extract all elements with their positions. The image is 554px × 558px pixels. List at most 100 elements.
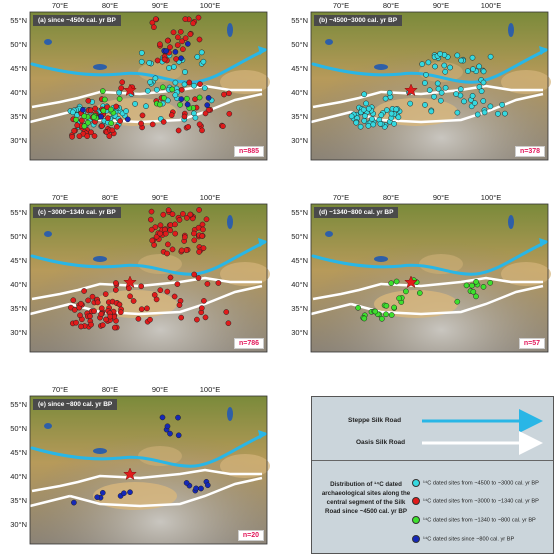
oasis-road-west	[29, 302, 71, 316]
site-dot-red	[99, 322, 106, 328]
baikal-lake	[227, 215, 233, 229]
latitude-tick-label: 50°N	[291, 40, 308, 49]
site-dot-red	[84, 133, 91, 140]
site-dot-red	[109, 127, 116, 134]
site-dot-green	[169, 86, 176, 93]
oasis-road-south	[350, 284, 544, 316]
junggar-basin	[419, 254, 463, 274]
site-dot-blue	[184, 101, 191, 108]
site-dot-red	[182, 16, 189, 22]
site-dot-red	[169, 211, 176, 218]
site-dot-red	[147, 316, 153, 323]
legend-item-teal: ¹⁴C dated sites from ~4500 to ~3000 cal.…	[412, 479, 539, 487]
gobi-desert	[220, 262, 270, 286]
site-dot-teal	[144, 88, 151, 94]
site-dot-green	[388, 280, 395, 287]
site-dot-red	[199, 221, 206, 228]
site-dot-red	[186, 79, 193, 86]
site-dot-red	[81, 288, 87, 294]
site-dot-teal	[465, 68, 471, 74]
site-dot-red	[148, 226, 155, 233]
longitude-tick-label: 100°E	[199, 385, 221, 394]
longitude-tick-label: 70°E	[51, 385, 69, 394]
site-dot-red	[176, 302, 183, 308]
site-dot-red	[215, 280, 222, 286]
site-dot-green	[391, 304, 397, 311]
site-dot-red	[138, 120, 144, 127]
site-dot-blue	[172, 49, 179, 55]
steppe-arrow-head	[258, 430, 267, 439]
map-e-svg	[29, 395, 270, 545]
site-dot-teal	[378, 112, 385, 118]
balkhash-lake	[93, 448, 107, 454]
site-dot-red	[223, 309, 230, 315]
legend-item-label: ¹⁴C dated sites from ~3000 to ~1340 cal.…	[423, 498, 539, 505]
steppe-arrow-head	[539, 46, 548, 55]
site-dot-green	[81, 113, 88, 120]
site-dot-red	[173, 56, 179, 62]
longitude-tick-label: 80°E	[382, 1, 400, 10]
site-dot-red	[144, 305, 150, 312]
longitude-tick-label: 90°E	[151, 385, 169, 394]
site-dot-teal	[153, 86, 160, 93]
site-dot-red	[197, 81, 203, 87]
latitude-tick-label: 35°N	[291, 112, 308, 121]
balkhash-lake	[93, 256, 107, 262]
site-dot-green	[196, 94, 203, 101]
longitude-tick-label: 80°E	[101, 1, 119, 10]
site-dot-teal	[201, 85, 208, 91]
site-count: n=786	[233, 338, 264, 349]
panel-title: (d) ~1340~800 cal. yr BP	[314, 207, 399, 218]
site-dot-red	[102, 291, 109, 297]
site-dot-red	[202, 110, 209, 117]
site-dot-green	[473, 293, 479, 300]
site-dot-teal	[393, 106, 399, 113]
site-dot-red	[168, 112, 175, 119]
site-dot-red	[171, 293, 178, 300]
balkhash-lake	[374, 256, 388, 262]
latitude-tick-label: 45°N	[291, 256, 308, 265]
site-dot-red	[196, 207, 202, 213]
site-dot-red	[196, 121, 203, 128]
site-dot-red	[167, 274, 174, 281]
oasis-road-label: Oasis Silk Road	[356, 439, 406, 446]
site-dot-teal	[382, 95, 389, 102]
site-dot-green	[108, 106, 114, 113]
site-dot-teal	[454, 109, 461, 116]
site-dot-green	[361, 315, 368, 322]
site-dot-teal	[143, 103, 149, 110]
site-dot-teal	[365, 105, 372, 112]
site-dot-teal	[434, 80, 441, 87]
site-dot-teal	[386, 89, 393, 96]
site-dot-red	[221, 91, 227, 98]
site-dot-teal	[171, 64, 177, 70]
site-dot-red	[181, 234, 188, 241]
site-dot-green	[159, 84, 166, 91]
latitude-tick-label: 40°N	[291, 88, 308, 97]
site-dot-red	[116, 301, 123, 308]
legend-item-label: ¹⁴C dated sites from ~4500 to ~3000 cal.…	[423, 480, 539, 487]
latitude-tick-label: 35°N	[10, 304, 27, 313]
longitude-tick-label: 80°E	[101, 193, 119, 202]
site-dot-teal	[499, 101, 505, 108]
site-dot-red	[117, 309, 124, 316]
map-d-svg	[310, 203, 551, 353]
site-dot-red	[160, 119, 167, 125]
legend-divider	[312, 460, 553, 461]
baikal-lake	[227, 407, 233, 421]
site-dot-red	[187, 31, 194, 38]
balkhash-lake	[374, 64, 388, 70]
site-dot-blue	[98, 113, 104, 120]
site-dot-red	[113, 103, 120, 110]
site-dot-red	[91, 308, 97, 314]
latitude-tick-label: 40°N	[10, 280, 27, 289]
site-dot-green	[416, 290, 423, 296]
panel-title: (a) since ~4500 cal. yr BP	[33, 15, 121, 26]
site-dot-red	[200, 226, 206, 233]
site-dot-green	[379, 315, 385, 322]
site-dot-green	[177, 101, 183, 108]
site-dot-red	[180, 211, 186, 217]
site-dot-red	[130, 298, 137, 304]
site-dot-red	[149, 237, 156, 244]
oasis-road-south	[69, 476, 263, 508]
